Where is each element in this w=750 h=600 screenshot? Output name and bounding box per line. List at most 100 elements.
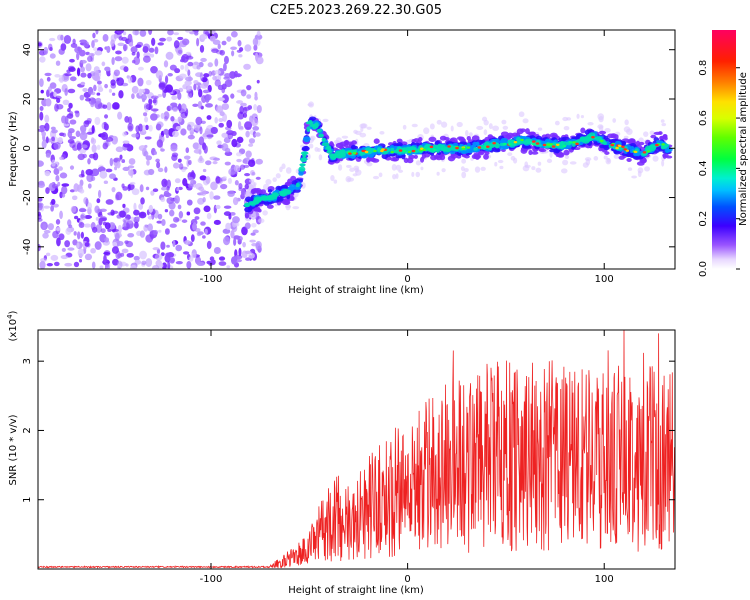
spectrogram-noise-blob	[84, 215, 93, 220]
spectrogram-ridge-blob	[300, 157, 307, 163]
spectrogram-noise-blob	[83, 223, 92, 228]
snr-series-line	[38, 330, 675, 569]
spectrogram-noise-blob	[165, 51, 174, 60]
spectrogram-noise-blob	[177, 158, 182, 163]
spectrogram-noise-blob	[117, 42, 125, 47]
spectrogram-faint-blob	[652, 155, 659, 162]
spectrogram-ridge-blob	[555, 153, 561, 158]
spectrogram-noise-blob	[190, 234, 195, 243]
spectrogram-noise-blob	[79, 207, 86, 213]
spectrogram-noise-blob	[102, 142, 108, 150]
spectrogram-noise-blob	[192, 142, 200, 150]
spectrogram-peak-blob	[373, 149, 377, 153]
spectrogram-noise-blob	[80, 125, 86, 135]
spectrogram-faint-blob	[593, 156, 599, 161]
spectrogram-noise-blob	[198, 88, 203, 98]
spectrogram-noise-blob	[213, 219, 221, 225]
spectrogram-peak-blob	[617, 144, 622, 148]
spectrogram-noise-blob	[38, 160, 44, 167]
spectrogram-noise-blob	[166, 251, 175, 258]
spectrogram-noise-blob	[54, 73, 61, 78]
spectrogram-noise-blob	[38, 203, 43, 211]
spectrogram-faint-blob	[638, 137, 644, 144]
spectrogram-noise-blob	[70, 43, 78, 48]
spectrogram-noise-blob	[203, 73, 210, 78]
spectrogram-noise-blob	[204, 206, 211, 211]
spectrogram-noise-blob	[144, 136, 152, 140]
spectrogram-ridge-blob	[484, 151, 490, 155]
spectrogram-noise-blob	[150, 190, 155, 196]
spectrogram-noise-blob	[227, 190, 235, 197]
spectrogram-noise-blob	[202, 89, 210, 94]
spectrogram-noise-blob	[80, 169, 85, 178]
spectrogram-noise-blob	[111, 92, 116, 96]
spectrogram-noise-blob	[111, 135, 118, 145]
spectrogram-noise-blob	[193, 149, 202, 154]
spectrogram-noise-blob	[183, 240, 191, 245]
spectrogram-noise-blob	[62, 99, 70, 106]
spectrogram-noise-blob	[119, 210, 126, 218]
spectrogram-noise-blob	[49, 37, 56, 42]
spectrogram-faint-blob	[402, 124, 407, 130]
spectrogram-noise-blob	[91, 40, 95, 49]
spectrogram-faint-blob	[461, 158, 467, 164]
spectrogram-noise-blob	[150, 66, 158, 74]
spectrogram-ridge-blob	[318, 133, 324, 137]
spectrogram-noise-blob	[236, 136, 244, 144]
spectrogram-noise-blob	[188, 159, 192, 166]
spectrogram-noise-blob	[41, 131, 47, 137]
spectrogram-faint-blob	[627, 167, 633, 171]
spectrogram-peak-blob	[411, 149, 416, 153]
spectrogram-noise-blob	[105, 137, 114, 142]
spectrogram-noise-blob	[212, 75, 217, 81]
spectrogram-noise-blob	[44, 72, 52, 77]
spectrogram-noise-blob	[170, 257, 175, 263]
spectrogram-x-tick-label: 100	[595, 274, 614, 285]
spectrogram-faint-blob	[250, 181, 256, 189]
spectrogram-ridge-blob	[653, 131, 662, 136]
spectrogram-ridge-blob	[350, 144, 357, 150]
spectrogram-noise-blob	[206, 115, 212, 120]
spectrogram-faint-blob	[338, 164, 343, 171]
spectrogram-faint-blob	[411, 123, 418, 128]
spectrogram-noise-blob	[193, 251, 197, 256]
spectrogram-noise-blob	[103, 123, 109, 131]
spectrogram-noise-blob	[190, 131, 194, 135]
spectrogram-ridge-blob	[573, 136, 579, 140]
spectrogram-noise-blob	[215, 105, 224, 113]
spectrogram-faint-blob	[606, 157, 611, 163]
spectrogram-noise-blob	[231, 50, 235, 57]
spectrogram-faint-blob	[499, 165, 504, 170]
spectrogram-faint-blob	[631, 175, 637, 179]
spectrogram-noise-blob	[116, 77, 125, 86]
spectrogram-noise-blob	[94, 69, 100, 79]
spectrogram-noise-blob	[163, 111, 170, 120]
spectrogram-noise-blob	[230, 31, 238, 38]
spectrogram-noise-blob	[139, 250, 147, 260]
spectrogram-faint-blob	[272, 177, 277, 183]
spectrogram-noise-blob	[64, 88, 68, 96]
spectrogram-noise-blob	[212, 160, 218, 165]
spectrogram-noise-blob	[245, 130, 250, 138]
spectrogram-noise-blob	[161, 219, 166, 226]
spectrogram-peak-blob	[398, 149, 403, 152]
spectrogram-noise-blob	[167, 261, 171, 269]
spectrogram-noise-blob	[200, 221, 206, 226]
spectrogram-noise-blob	[121, 56, 129, 64]
spectrogram-noise-blob	[157, 42, 164, 46]
spectrogram-noise-blob	[74, 46, 83, 54]
colorbar-tick-label: 0.6	[698, 110, 709, 126]
spectrogram-noise-blob	[116, 240, 124, 247]
spectrogram-noise-blob	[127, 116, 133, 125]
spectrogram-ridge-blob	[450, 153, 458, 159]
spectrogram-noise-blob	[189, 93, 193, 99]
spectrogram-faint-blob	[346, 164, 352, 168]
spectrogram-noise-blob	[255, 158, 263, 165]
spectrogram-noise-blob	[59, 156, 64, 161]
spectrogram-noise-blob	[142, 46, 149, 53]
spectrogram-noise-blob	[246, 85, 252, 91]
spectrogram-ridge-blob	[266, 204, 274, 209]
spectrogram-noise-blob	[209, 35, 216, 42]
spectrogram-noise-blob	[145, 155, 153, 161]
spectrogram-noise-blob	[213, 246, 221, 254]
